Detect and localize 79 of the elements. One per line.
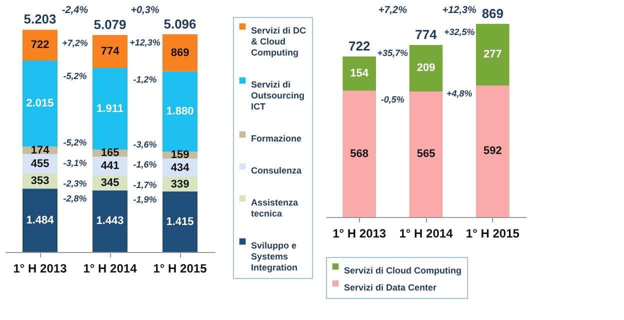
x-tick-label: 1° H 2014 <box>399 226 454 240</box>
annotation: -1,2% <box>133 74 157 84</box>
x-tick-label: 1° H 2013 <box>332 226 386 240</box>
annotation: +12,3% <box>130 37 160 48</box>
bar <box>476 85 510 217</box>
annotation: -1,6% <box>133 160 157 170</box>
bar <box>22 188 58 252</box>
data-label: 774 <box>100 46 120 58</box>
x-tick-label: 1° H 2015 <box>466 226 520 240</box>
data-label: 565 <box>416 148 436 160</box>
annotation: +35,7% <box>377 48 408 58</box>
total-label: 5.203 <box>24 12 56 27</box>
x-tick-label: 1° H 2015 <box>153 262 208 276</box>
data-label: 2.015 <box>26 98 54 110</box>
bar <box>22 60 58 147</box>
bar <box>409 91 443 217</box>
bar <box>92 190 128 252</box>
data-label: 455 <box>30 158 50 170</box>
bar <box>342 56 376 91</box>
data-label: 345 <box>100 176 120 189</box>
data-label: 277 <box>483 48 502 61</box>
annotation: -1,9% <box>133 194 157 205</box>
text: +0,3% <box>130 5 160 16</box>
bar <box>92 68 128 150</box>
bar <box>22 30 58 61</box>
text: -2,4% <box>62 5 88 16</box>
total-label: 774 <box>415 27 438 42</box>
data-label: 1.484 <box>26 214 55 226</box>
text: +7,2% <box>378 5 408 16</box>
legend-label: Servizi di Data Center <box>344 282 438 292</box>
data-label: 209 <box>416 62 436 74</box>
bar <box>162 71 198 152</box>
annotation: -0,5% <box>380 94 404 104</box>
data-label: 722 <box>30 39 50 52</box>
annotation: -2,8% <box>63 193 87 204</box>
total-label: 869 <box>482 6 504 21</box>
bar <box>342 90 376 217</box>
data-label: 592 <box>483 145 502 158</box>
data-label: 353 <box>30 175 50 188</box>
data-label: 869 <box>170 46 190 59</box>
annotation: -3,6% <box>133 140 157 150</box>
x-tick-label: 1° H 2013 <box>13 262 68 276</box>
legend-label: Servizi di DC & Cloud Computing <box>251 26 307 58</box>
data-label: 1.880 <box>166 106 194 118</box>
data-label: 1.443 <box>96 215 124 228</box>
data-label: 159 <box>170 149 190 162</box>
data-label: 434 <box>170 162 190 174</box>
legend-label: Servizi di Outsourcing ICT <box>251 80 304 112</box>
annotation: -1,7% <box>133 180 157 190</box>
legend-label: Sviluppo e Systems Integration <box>251 240 298 272</box>
annotation: +4,8% <box>446 88 472 98</box>
bar <box>92 34 128 68</box>
annotation: -5,2% <box>63 71 87 82</box>
annotation: -5,2% <box>63 138 87 148</box>
annotation: +7,2% <box>62 38 88 48</box>
data-label: 1.911 <box>96 102 124 115</box>
data-label: 165 <box>100 147 120 160</box>
data-label: 568 <box>350 148 369 160</box>
data-label: 154 <box>350 68 370 80</box>
data-label: 174 <box>30 144 50 156</box>
total-label: 722 <box>348 38 370 54</box>
data-label: 339 <box>170 178 190 190</box>
bar <box>409 45 443 92</box>
x-tick-label: 1° H 2014 <box>83 262 138 276</box>
data-label: 441 <box>100 160 120 172</box>
total-label: 5.096 <box>164 16 196 32</box>
data-label: 1.415 <box>166 216 194 228</box>
annotation: -2,3% <box>63 178 87 189</box>
legend-label: Assistenza tecnica <box>251 198 300 218</box>
total-label: 5.079 <box>94 16 126 32</box>
annotation: +32,5% <box>444 26 475 37</box>
legend-label: Formazione <box>251 134 302 144</box>
bar <box>162 34 198 72</box>
legend-label: Servizi di Cloud Computing <box>344 266 462 276</box>
bar <box>476 24 510 86</box>
annotation: -3,1% <box>63 158 87 168</box>
legend-label: Consulenza <box>251 166 302 176</box>
text: +12,3% <box>442 5 477 16</box>
bar <box>162 192 198 252</box>
